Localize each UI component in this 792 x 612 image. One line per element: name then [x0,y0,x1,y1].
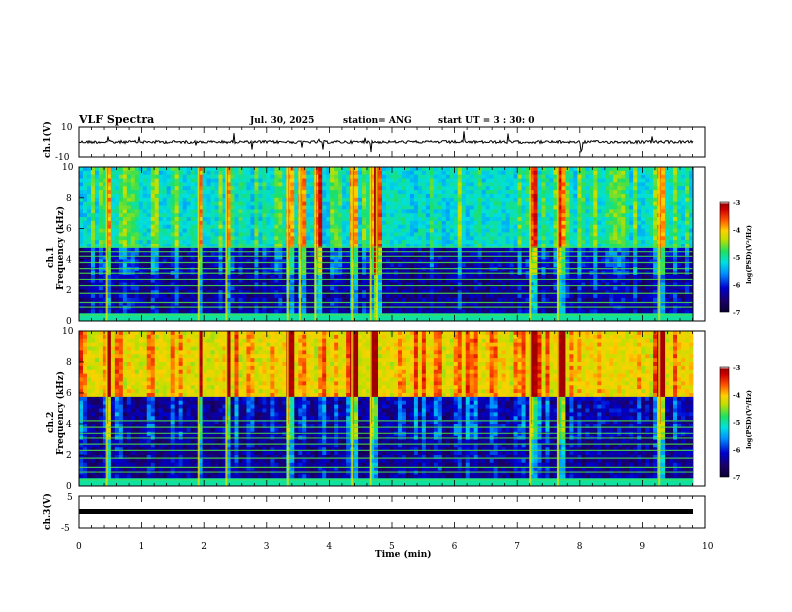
x-tick-label: 9 [639,542,645,552]
x-tick-label: 6 [452,542,458,552]
x-tick-label: 2 [201,542,207,552]
ch3-ytick-bottom: -5 [61,524,70,534]
figure-title: VLF Spectra [78,113,154,126]
ch1-ytick-bottom: -10 [55,153,70,163]
x-tick-label: 5 [389,542,395,552]
y-tick-label: 2 [66,286,72,296]
ch1-spec-ylabel-channel: ch.1 [46,247,56,268]
y-tick-label: 0 [66,317,72,327]
colorbar-tick-label: -7 [733,309,740,317]
y-tick-label: 8 [66,358,72,368]
y-tick-label: 2 [66,451,72,461]
ch2-spectrogram-panel: 0 2 4 6 8 10 ch.2 Frequency (kHz) [46,327,706,492]
colorbar-tick-label: -7 [733,474,740,482]
ch2-spec-xticks [78,331,706,486]
colorbar-tick-label: -4 [733,227,741,235]
ch1-waveform-panel: 10 -10 ch.1(V) [42,121,706,163]
y-tick-label: 0 [66,482,72,492]
ch1-waveform-trace [78,131,694,154]
y-tick-label: 10 [62,163,74,173]
x-tick-label: 1 [139,542,145,552]
y-tick-label: 6 [66,225,72,235]
ch1-spec-xticks [78,167,706,321]
colorbar-tick-label: -5 [733,419,741,427]
ch2-colorbar-ticks: -3 -4 -5 -6 -7 [733,364,741,482]
ch3-waveform-trace [79,509,693,514]
ch3-xticks [78,496,706,528]
ch2-spec-yticks: 0 2 4 6 8 10 [62,327,84,492]
colorbar-tick-label: -3 [733,364,741,372]
x-tick-label: 10 [702,542,714,552]
start-ut-label: start UT = 3 : 30: 0 [438,116,535,126]
ch2-spectrogram-image [79,331,694,487]
ch1-colorbar-ticks: -3 -4 -5 -6 -7 [733,199,741,317]
ch1-spectrogram-panel: 0 2 4 6 8 10 ch.1 Frequency (kHz) [46,163,706,327]
colorbar-tick-label: -5 [733,254,741,262]
colorbar-tick-label: -4 [733,392,741,400]
y-tick-label: 4 [66,420,72,430]
x-tick-label: 3 [264,542,270,552]
ch2-spec-ylabel-channel: ch.2 [46,412,56,433]
colorbar-tick-label: -3 [733,199,741,207]
y-tick-label: 8 [66,194,72,204]
ch1-colorbar: -3 -4 -5 -6 -7 log(PSD)(V²/Hz) [719,199,753,317]
ch1-spec-yticks: 0 2 4 6 8 10 [62,163,84,327]
ch1-xticks [78,127,706,157]
date-label: Jul. 30, 2025 [249,116,314,126]
ch1-spec-ylabel-freq: Frequency (kHz) [55,206,66,290]
y-tick-label: 4 [66,255,72,265]
ch3-ytick-top: 5 [67,493,73,503]
ch2-spec-ylabel-freq: Frequency (kHz) [55,371,66,455]
y-tick-label: 10 [62,327,74,337]
station-label: station= ANG [343,116,412,126]
y-tick-label: 6 [66,389,72,399]
ch1-ylabel: ch.1(V) [42,121,53,158]
colorbar-tick-label: -6 [733,447,741,455]
x-tick-label: 0 [76,542,82,552]
x-tick-label: 7 [514,542,520,552]
ch3-ylabel: ch.3(V) [42,493,53,530]
ch2-colorbar: -3 -4 -5 -6 -7 log(PSD)(V²/Hz) [719,364,753,482]
x-tick-labels: 0 1 2 3 4 5 6 7 8 9 10 [76,542,714,552]
colorbar-tick-label: -6 [733,282,741,290]
ch3-waveform-panel: 5 -5 ch.3(V) [42,493,706,534]
ch2-colorbar-label: log(PSD)(V²/Hz) [745,390,753,449]
x-axis-label: Time (min) [375,549,432,560]
ch1-ytick-top: 10 [61,123,73,133]
x-tick-label: 4 [326,542,332,552]
ch1-colorbar-label: log(PSD)(V²/Hz) [745,225,753,284]
x-tick-label: 8 [577,542,583,552]
ch1-spectrogram-image [79,167,694,322]
